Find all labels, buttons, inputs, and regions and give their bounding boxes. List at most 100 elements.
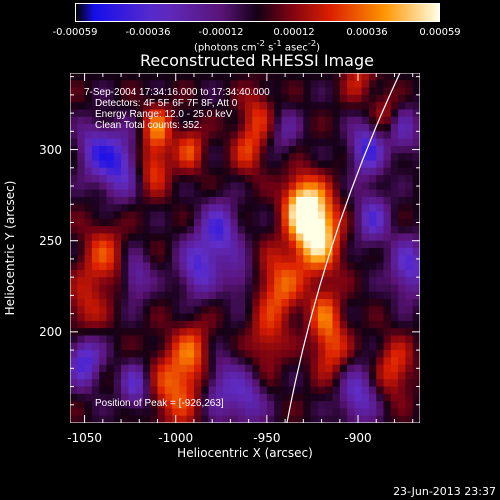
heatmap-cell <box>84 248 93 256</box>
heatmap-cell <box>325 248 334 256</box>
heatmap-cell <box>172 189 180 198</box>
heatmap-cell <box>70 335 78 344</box>
heatmap-cell <box>150 408 159 417</box>
heatmap-cell <box>150 124 159 132</box>
heatmap-cell <box>128 401 137 410</box>
heatmap-cell <box>405 284 414 293</box>
heatmap-cell <box>266 255 275 264</box>
heatmap-cell <box>339 116 348 125</box>
heatmap-cell <box>172 80 180 89</box>
heatmap-cell <box>412 284 420 293</box>
heatmap-cell <box>208 182 217 191</box>
heatmap-cell <box>237 277 246 286</box>
heatmap-cell <box>398 102 407 111</box>
heatmap-cell <box>339 240 348 249</box>
heatmap-cell <box>157 102 166 111</box>
heatmap-cell <box>412 277 420 286</box>
heatmap-cell <box>121 240 129 249</box>
heatmap-cell <box>230 73 239 81</box>
heatmap-cell <box>317 87 326 96</box>
heatmap-cell <box>252 102 261 111</box>
heatmap-cell <box>157 335 166 344</box>
heatmap-cell <box>215 357 224 366</box>
heatmap-cell <box>77 182 86 191</box>
heatmap-cell <box>296 73 304 81</box>
heatmap-cell <box>245 284 253 293</box>
heatmap-cell <box>376 124 385 132</box>
heatmap-cell <box>281 262 290 271</box>
heatmap-cell <box>361 306 370 315</box>
heatmap-cell <box>186 350 195 358</box>
heatmap-cell <box>157 204 166 213</box>
heatmap-cell <box>390 393 399 402</box>
heatmap-cell <box>361 335 370 344</box>
heatmap-cell <box>281 379 290 388</box>
heatmap-cell <box>259 379 268 388</box>
heatmap-cell <box>164 415 173 423</box>
heatmap-cell <box>208 262 217 271</box>
heatmap-cell <box>237 153 246 162</box>
heatmap-cell <box>91 364 100 373</box>
heatmap-cell <box>325 94 334 103</box>
heatmap-cell <box>77 386 86 395</box>
heatmap-cell <box>77 269 86 278</box>
heatmap-cell <box>157 145 166 154</box>
heatmap-cell <box>339 80 348 89</box>
heatmap-cell <box>347 320 355 329</box>
heatmap-cell <box>339 335 348 344</box>
heatmap-cell <box>193 335 202 344</box>
heatmap-cell <box>259 153 268 162</box>
heatmap-cell <box>274 102 283 111</box>
heatmap-cell <box>252 408 261 417</box>
heatmap-cell <box>390 87 399 96</box>
heatmap-cell <box>354 218 363 227</box>
heatmap-cell <box>223 73 232 81</box>
heatmap-cell <box>128 109 137 118</box>
heatmap-cell <box>135 138 144 147</box>
heatmap-cell <box>281 145 290 154</box>
heatmap-cell <box>142 80 151 89</box>
heatmap-cell <box>332 160 341 169</box>
heatmap-cell <box>179 255 188 264</box>
heatmap-cell <box>172 116 180 125</box>
solar-limb <box>286 73 401 423</box>
heatmap-cell <box>354 313 363 322</box>
heatmap-cell <box>106 240 115 249</box>
heatmap-cell <box>296 401 304 410</box>
heatmap-cell <box>390 255 399 264</box>
heatmap-cell <box>150 357 159 366</box>
heatmap-cell <box>172 102 180 111</box>
heatmap-cell <box>303 182 312 191</box>
heatmap-cell <box>91 255 100 264</box>
heatmap-cell <box>113 145 122 154</box>
heatmap-cell <box>412 313 420 322</box>
heatmap-cell <box>405 357 414 366</box>
heatmap-cell <box>201 393 210 402</box>
heatmap-cell <box>296 218 304 227</box>
heatmap-cell <box>288 167 297 176</box>
heatmap-cell <box>339 102 348 111</box>
heatmap-cell <box>164 153 173 162</box>
heatmap-cell <box>193 124 202 132</box>
heatmap-cell <box>405 306 414 315</box>
heatmap-cell <box>150 226 159 235</box>
heatmap-cell <box>179 109 188 118</box>
heatmap-cell <box>77 189 86 198</box>
heatmap-cell <box>339 299 348 307</box>
heatmap-cell <box>186 87 195 96</box>
heatmap-cell <box>266 313 275 322</box>
heatmap-cell <box>376 175 385 183</box>
heatmap-cell <box>113 364 122 373</box>
heatmap-cell <box>135 408 144 417</box>
heatmap-cell <box>164 196 173 205</box>
heatmap-cell <box>135 109 144 118</box>
heatmap-cell <box>347 393 355 402</box>
heatmap-cell <box>412 248 420 256</box>
heatmap-cell <box>339 167 348 176</box>
heatmap-cell <box>303 386 312 395</box>
heatmap-cell <box>142 357 151 366</box>
heatmap-cell <box>150 277 159 286</box>
heatmap-cell <box>142 73 151 81</box>
heatmap-cell <box>332 73 341 81</box>
heatmap-cell <box>91 80 100 89</box>
